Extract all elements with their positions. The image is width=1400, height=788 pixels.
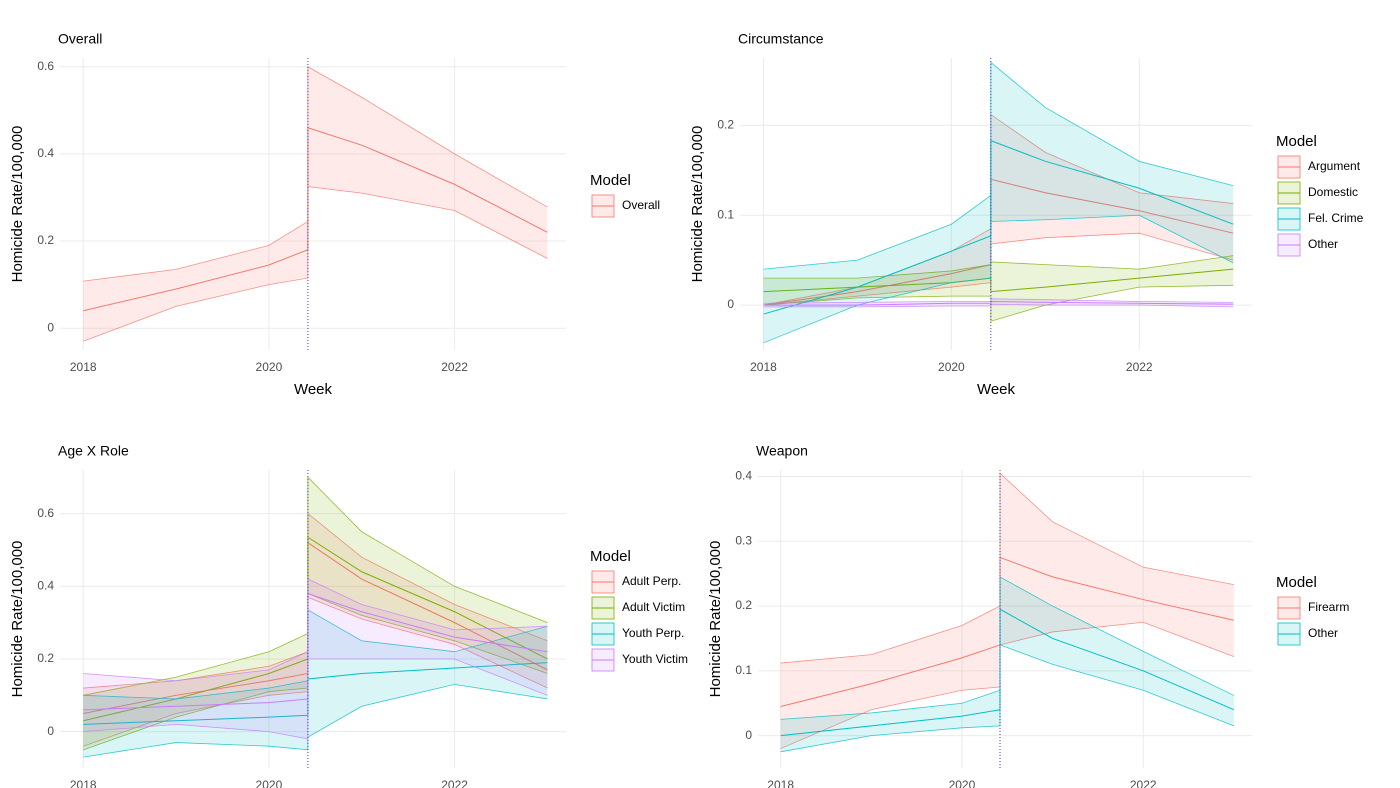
y-axis-label: Homicide Rate/100,000: [707, 541, 724, 698]
confidence-band: [763, 62, 1234, 343]
x-tick-label: 2018: [767, 778, 794, 788]
legend-label: Adult Perp.: [622, 574, 681, 588]
legend-label: Other: [1308, 237, 1338, 251]
x-axis-label: Week: [294, 381, 333, 398]
panel-title: Overall: [58, 31, 102, 47]
legend-title: Model: [1276, 133, 1317, 150]
legend-label: Other: [1308, 626, 1338, 640]
panel-title: Circumstance: [738, 31, 824, 47]
legend-label: Fel. Crime: [1308, 211, 1364, 225]
y-tick-label: 0: [47, 320, 54, 334]
legend-label: Adult Victim: [622, 600, 685, 614]
x-tick-label: 2022: [441, 360, 468, 374]
y-tick-label: 0.4: [37, 578, 54, 592]
fit-line: [763, 139, 1234, 315]
panel-title: Age X Role: [58, 443, 129, 459]
y-tick-label: 0.2: [37, 233, 54, 247]
panel: Weapon Homicide Rate/100,000 0 0.1 0.2 0.3 0.4…: [707, 443, 1349, 788]
legend-title: Model: [590, 548, 631, 565]
legend-label: Firearm: [1308, 600, 1349, 614]
y-tick-label: 0.1: [717, 207, 734, 221]
y-tick-label: 0.6: [37, 59, 54, 73]
y-axis-label: Homicide Rate/100,000: [689, 126, 706, 283]
fit-line: [763, 300, 1234, 306]
y-tick-label: 0.4: [37, 146, 54, 160]
legend-label: Overall: [622, 198, 660, 212]
panel: Overall Homicide Rate/100,000 Week 0 0.2 0.4 0…: [9, 31, 660, 398]
x-tick-label: 2020: [949, 778, 976, 788]
band-edge: [763, 298, 1234, 304]
panel-title: Weapon: [756, 443, 808, 459]
x-tick-label: 2018: [750, 360, 777, 374]
x-tick-label: 2022: [1130, 778, 1157, 788]
confidence-band: [780, 473, 1234, 749]
y-tick-label: 0.6: [37, 506, 54, 520]
legend-title: Model: [1276, 574, 1317, 591]
y-tick-label: 0.2: [717, 118, 734, 132]
band-edge: [763, 61, 1234, 270]
legend-title: Model: [590, 172, 631, 189]
x-tick-label: 2020: [256, 778, 283, 788]
confidence-band: [83, 513, 548, 747]
band-edge: [763, 214, 1234, 344]
band-edge: [763, 284, 1234, 322]
y-tick-label: 0.2: [735, 598, 752, 612]
x-tick-label: 2020: [256, 360, 283, 374]
y-axis-label: Homicide Rate/100,000: [9, 126, 26, 283]
y-tick-label: 0.2: [37, 651, 54, 665]
x-tick-label: 2022: [441, 778, 468, 788]
legend-label: Domestic: [1308, 185, 1358, 199]
legend-label: Youth Victim: [622, 652, 688, 666]
y-tick-label: 0.1: [735, 663, 752, 677]
fit-line: [83, 127, 548, 312]
y-tick-label: 0: [745, 728, 752, 742]
y-axis-label: Homicide Rate/100,000: [9, 541, 26, 698]
x-tick-label: 2018: [70, 360, 97, 374]
x-tick-label: 2018: [70, 778, 97, 788]
confidence-band: [763, 255, 1234, 322]
confidence-band: [763, 114, 1234, 306]
panel: Age X Role Homicide Rate/100,000 0 0.2 0.4 0.…: [9, 443, 688, 788]
y-tick-label: 0: [47, 724, 54, 738]
legend-label: Argument: [1308, 159, 1361, 173]
fit-line: [763, 268, 1234, 293]
band-edge: [763, 303, 1234, 308]
x-tick-label: 2022: [1126, 360, 1153, 374]
confidence-band: [83, 477, 548, 750]
confidence-band: [780, 576, 1234, 752]
y-tick-label: 0.4: [735, 469, 752, 483]
legend-label: Youth Perp.: [622, 626, 684, 640]
y-tick-label: 0: [727, 297, 734, 311]
x-axis-label: Week: [977, 381, 1016, 398]
x-tick-label: 2020: [938, 360, 965, 374]
fit-line: [83, 592, 548, 711]
confidence-band: [83, 66, 548, 342]
panel: Circumstance Homicide Rate/100,000 Week 0 0.…: [689, 31, 1364, 398]
y-tick-label: 0.3: [735, 533, 752, 547]
